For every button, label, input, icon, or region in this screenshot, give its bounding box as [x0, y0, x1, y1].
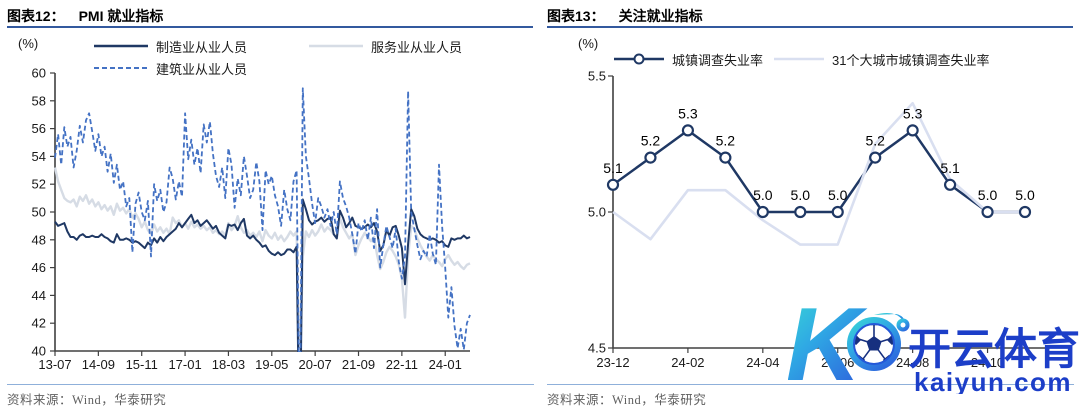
svg-text:44: 44	[32, 288, 46, 303]
svg-text:5.2: 5.2	[641, 133, 661, 149]
footer-divider	[7, 384, 534, 385]
legend-line-sample	[614, 53, 664, 65]
legend-item: 建筑业从业人员	[93, 61, 248, 77]
svg-text:5.0: 5.0	[791, 187, 811, 203]
svg-text:42: 42	[32, 316, 46, 331]
svg-text:52: 52	[32, 177, 46, 192]
figure-title: 关注就业指标	[618, 8, 703, 24]
svg-text:56: 56	[32, 121, 46, 136]
svg-text:19-05: 19-05	[255, 357, 288, 372]
title-divider	[7, 26, 533, 28]
source-note: 资料来源：Wind，华泰研究	[7, 393, 167, 407]
soccer-ball-icon	[847, 313, 910, 371]
svg-text:5.3: 5.3	[678, 105, 698, 121]
kaiyun-watermark[interactable]: K 开云体育 kaiyun.com	[788, 252, 1080, 394]
svg-text:21-09: 21-09	[342, 357, 375, 372]
legend-label: 31个大城市城镇调查失业率	[832, 52, 990, 68]
legend-line-sample	[94, 67, 148, 69]
figure-number: 图表12：	[7, 8, 65, 24]
svg-text:5.0: 5.0	[588, 205, 606, 220]
svg-text:5.1: 5.1	[940, 160, 960, 176]
svg-text:5.0: 5.0	[753, 187, 773, 203]
svg-text:48: 48	[32, 232, 46, 247]
svg-text:24-06: 24-06	[821, 355, 854, 370]
svg-text:50: 50	[32, 205, 46, 220]
svg-text:17-01: 17-01	[168, 357, 201, 372]
svg-text:5.0: 5.0	[828, 187, 848, 203]
svg-text:24-10: 24-10	[971, 355, 1004, 370]
panel-pmi-employment: 图表12： PMI 就业指标 (%) 40 42 44 46 48 50 52 54 56 58 60…	[7, 6, 534, 407]
pmi-employment-line-chart: 40 42 44 46 48 50 52 54 56 58 60 13-07 14-09 15-11 17-…	[32, 66, 471, 372]
chart-title-left: 图表12： PMI 就业指标	[7, 6, 163, 26]
svg-text:24-08: 24-08	[896, 355, 929, 370]
figure-number: 图表13：	[547, 8, 605, 24]
svg-text:4.5: 4.5	[588, 341, 606, 356]
legend-label: 城镇调查失业率	[672, 52, 764, 68]
svg-text:46: 46	[32, 260, 46, 275]
svg-text:20-07: 20-07	[299, 357, 332, 372]
svg-text:14-09: 14-09	[82, 357, 115, 372]
y-axis-unit: (%)	[578, 36, 599, 51]
svg-text:5.1: 5.1	[603, 160, 623, 176]
svg-text:18-03: 18-03	[212, 357, 245, 372]
footer-divider	[547, 384, 1074, 385]
legend-item: 服务业从业人员	[308, 39, 463, 55]
svg-text:23-12: 23-12	[596, 355, 629, 370]
legend-label: 制造业从业人员	[156, 39, 248, 55]
svg-text:5.2: 5.2	[865, 133, 885, 149]
legend-line-sample	[309, 44, 363, 48]
svg-text:5.2: 5.2	[716, 133, 736, 149]
svg-text:22-11: 22-11	[386, 357, 418, 372]
svg-text:13-07: 13-07	[38, 357, 71, 372]
legend-item: 城镇调查失业率	[613, 52, 764, 68]
svg-text:24-02: 24-02	[671, 355, 704, 370]
title-divider	[547, 26, 1073, 28]
panel-unemployment: 图表13： 关注就业指标 (%) 4.5 5.0 5.5 23-12 24-02 24-04…	[540, 0, 1080, 415]
unemployment-line-chart: 4.5 5.0 5.5 23-12 24-02 24-04 24-06 24-08 24-10 5…	[588, 69, 1045, 370]
legend-line-sample	[774, 57, 824, 61]
svg-text:40: 40	[32, 344, 46, 359]
svg-text:54: 54	[32, 149, 46, 164]
y-axis-unit: (%)	[18, 36, 39, 51]
svg-text:60: 60	[32, 66, 46, 81]
svg-text:58: 58	[32, 93, 46, 108]
svg-text:5.0: 5.0	[1015, 187, 1035, 203]
kaiyun-domain-text: kaiyun.com	[914, 367, 1072, 394]
source-note: 资料来源：Wind，华泰研究	[547, 393, 707, 407]
legend-label: 服务业从业人员	[371, 39, 463, 55]
legend-line-sample	[94, 44, 148, 48]
kaiyun-brand-text: 开云体育	[908, 326, 1080, 374]
svg-text:5.5: 5.5	[588, 69, 606, 84]
svg-text:15-11: 15-11	[126, 357, 158, 372]
svg-text:24-01: 24-01	[429, 357, 462, 372]
legend-item: 31个大城市城镇调查失业率	[773, 52, 990, 68]
figure-title: PMI 就业指标	[78, 8, 164, 24]
chart-title-right: 图表13： 关注就业指标	[547, 6, 703, 26]
svg-text:5.0: 5.0	[978, 187, 998, 203]
svg-text:5.3: 5.3	[903, 105, 923, 121]
legend-label: 建筑业从业人员	[156, 61, 248, 77]
legend-item: 制造业从业人员	[93, 39, 248, 55]
svg-text:24-04: 24-04	[746, 355, 779, 370]
